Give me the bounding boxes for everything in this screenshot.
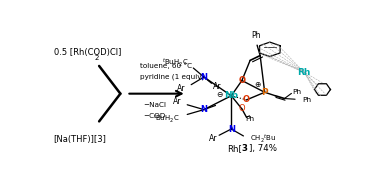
- Text: P: P: [261, 88, 268, 97]
- Text: 0.5 [Rh(COD)Cl]: 0.5 [Rh(COD)Cl]: [54, 48, 121, 57]
- Text: −NaCl: −NaCl: [143, 102, 166, 108]
- Text: Ar: Ar: [172, 98, 181, 107]
- Text: pyridine (1 equiv): pyridine (1 equiv): [140, 74, 204, 80]
- Text: toluene, 60 °C: toluene, 60 °C: [140, 63, 192, 69]
- Text: O: O: [238, 76, 245, 85]
- Text: −COD: −COD: [143, 113, 165, 119]
- Text: O: O: [239, 104, 245, 113]
- Text: 3: 3: [242, 144, 248, 153]
- Text: Ar: Ar: [177, 84, 186, 93]
- Text: 2: 2: [94, 55, 99, 61]
- Text: Rh: Rh: [298, 68, 311, 77]
- Text: Ar: Ar: [213, 82, 221, 91]
- Text: $^t$BuH$_2$C: $^t$BuH$_2$C: [162, 57, 189, 69]
- Text: Rh[: Rh[: [227, 144, 242, 153]
- Text: ], 74%: ], 74%: [249, 144, 277, 153]
- Text: O: O: [243, 95, 250, 104]
- Text: Ar: Ar: [209, 134, 217, 143]
- Text: Ph: Ph: [303, 97, 312, 103]
- Text: ⊕: ⊕: [254, 80, 260, 89]
- Text: Ph: Ph: [245, 116, 254, 122]
- Text: Nb: Nb: [224, 91, 238, 100]
- Text: Ph: Ph: [251, 31, 260, 40]
- Text: N: N: [228, 125, 235, 134]
- Text: $^t$BuH$_2$C: $^t$BuH$_2$C: [153, 112, 180, 125]
- Text: ⊖: ⊖: [216, 90, 222, 99]
- Text: N: N: [200, 105, 207, 114]
- Text: N: N: [200, 73, 207, 82]
- Text: CH$_2$$^t$Bu: CH$_2$$^t$Bu: [249, 133, 276, 145]
- Text: Ph: Ph: [292, 89, 301, 95]
- Text: [Na(THF)][3]: [Na(THF)][3]: [54, 135, 107, 144]
